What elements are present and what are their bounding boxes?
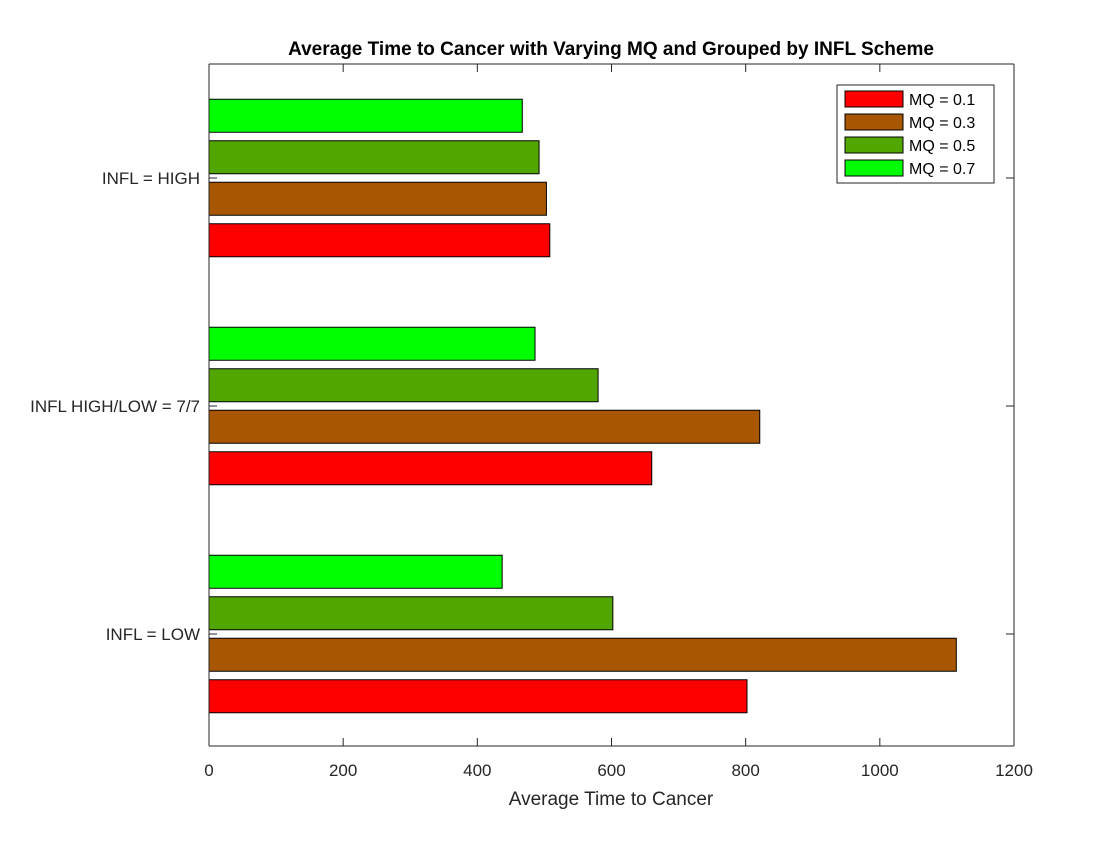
axes: 0 200 400 600 800 1000 1200 INFL = LOW INFL HIGH… — [30, 63, 1033, 780]
bar — [208, 140, 540, 175]
bar — [208, 223, 551, 258]
bar — [208, 679, 748, 714]
x-tick-label: 400 — [463, 761, 491, 780]
bar — [208, 98, 523, 133]
x-tick-label: 200 — [329, 761, 357, 780]
legend-swatch — [844, 159, 904, 177]
bar — [208, 637, 957, 672]
legend-swatch — [844, 113, 904, 131]
bar — [208, 181, 547, 216]
bar — [208, 326, 536, 361]
legend-swatch — [844, 136, 904, 154]
legend-swatch — [844, 90, 904, 108]
y-tick-label: INFL = HIGH — [102, 169, 200, 188]
chart-title: Average Time to Cancer with Varying MQ a… — [288, 39, 934, 60]
x-tick-label: 0 — [204, 761, 213, 780]
bars — [208, 98, 957, 714]
x-tick-label: 600 — [597, 761, 625, 780]
legend: MQ = 0.1 MQ = 0.3 MQ = 0.5 MQ = 0.7 — [836, 84, 995, 184]
bar — [208, 368, 599, 403]
bar — [208, 596, 614, 631]
x-tick-label: 1000 — [861, 761, 899, 780]
x-axis-label: Average Time to Cancer — [509, 789, 714, 810]
y-tick-label: INFL HIGH/LOW = 7/7 — [30, 397, 200, 416]
bar — [208, 554, 503, 589]
y-tick-label: INFL = LOW — [106, 625, 200, 644]
x-tick-label: 1200 — [995, 761, 1033, 780]
legend-label: MQ = 0.7 — [909, 161, 975, 178]
x-tick-label: 800 — [731, 761, 759, 780]
bar — [208, 451, 653, 486]
bar — [208, 409, 761, 444]
legend-label: MQ = 0.1 — [909, 92, 975, 109]
legend-label: MQ = 0.5 — [909, 138, 975, 155]
legend-label: MQ = 0.3 — [909, 115, 975, 132]
